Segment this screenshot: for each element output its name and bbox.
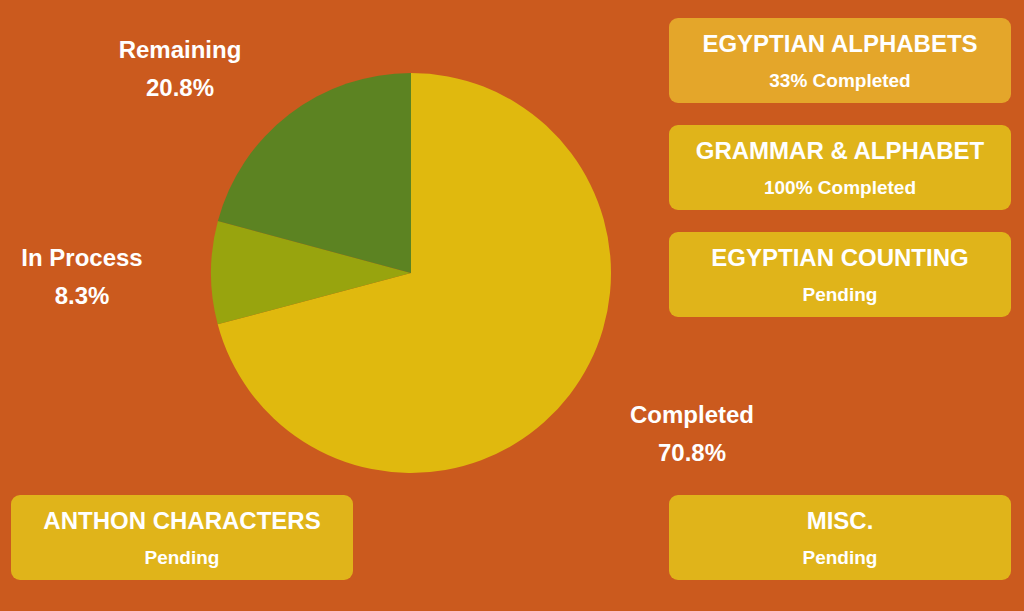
svg-text:70.8%: 70.8% bbox=[658, 439, 726, 466]
svg-text:33% Completed: 33% Completed bbox=[769, 70, 910, 91]
svg-text:EGYPTIAN COUNTING: EGYPTIAN COUNTING bbox=[711, 244, 968, 271]
svg-text:100% Completed: 100% Completed bbox=[764, 177, 916, 198]
svg-text:MISC.: MISC. bbox=[807, 507, 874, 534]
svg-text:EGYPTIAN ALPHABETS: EGYPTIAN ALPHABETS bbox=[702, 30, 977, 57]
svg-text:In Process: In Process bbox=[21, 244, 142, 271]
svg-text:Pending: Pending bbox=[803, 284, 878, 305]
svg-text:Pending: Pending bbox=[803, 547, 878, 568]
svg-text:20.8%: 20.8% bbox=[146, 74, 214, 101]
svg-text:Pending: Pending bbox=[145, 547, 220, 568]
svg-text:GRAMMAR & ALPHABET: GRAMMAR & ALPHABET bbox=[696, 137, 985, 164]
svg-text:Completed: Completed bbox=[630, 401, 754, 428]
svg-text:Remaining: Remaining bbox=[119, 36, 242, 63]
svg-text:ANTHON CHARACTERS: ANTHON CHARACTERS bbox=[43, 507, 320, 534]
svg-text:8.3%: 8.3% bbox=[55, 282, 110, 309]
